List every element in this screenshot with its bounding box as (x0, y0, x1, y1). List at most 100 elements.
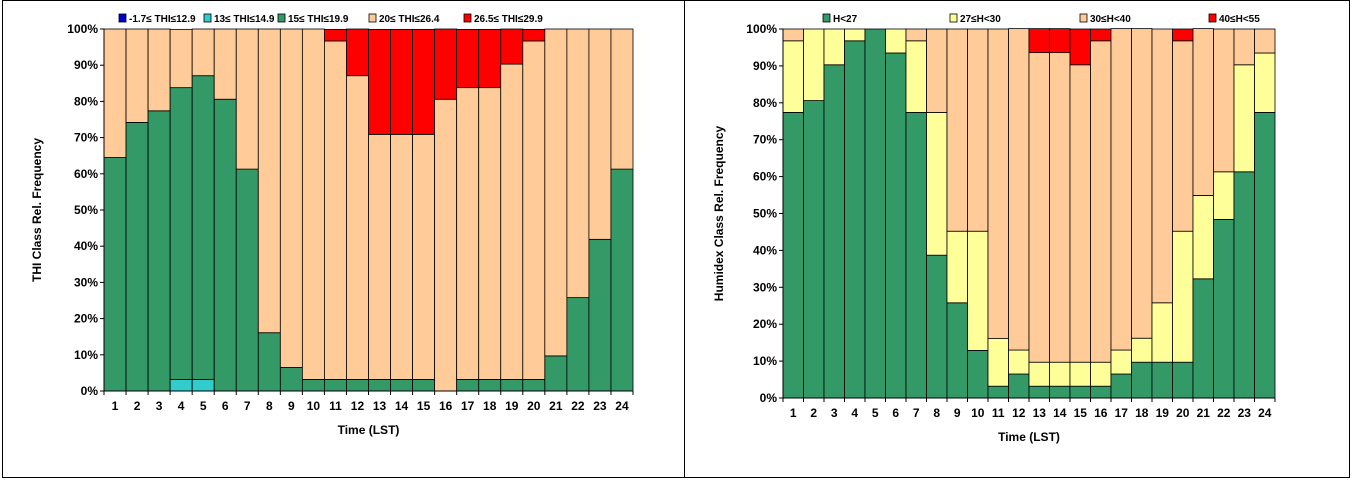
bar-segment (1090, 40, 1112, 363)
bar-segment (522, 40, 546, 380)
bar-segment (1213, 28, 1235, 173)
x-tick-label: 4 (851, 406, 858, 420)
bar-segment (1131, 28, 1153, 339)
bar-segment (257, 332, 281, 392)
x-tick-label: 24 (1258, 406, 1272, 420)
x-tick-label: 5 (200, 399, 207, 413)
bar-segment (885, 28, 907, 54)
legend-label: H<27 (833, 14, 858, 25)
bar-segment (1090, 385, 1112, 399)
bar-segment (946, 230, 968, 304)
bar-segment (967, 349, 989, 399)
y-tick-label: 100% (67, 22, 98, 36)
x-tick-label: 7 (244, 399, 251, 413)
bar-segment (1049, 28, 1071, 54)
bar-segment (905, 111, 927, 399)
x-tick-label: 19 (505, 399, 519, 413)
bar-segment (987, 385, 1009, 399)
bar-segment (782, 111, 804, 399)
bar-segment (191, 75, 215, 380)
bar-segment (588, 238, 612, 392)
y-tick-label: 90% (753, 59, 777, 73)
bar-segment (368, 28, 391, 135)
bar-segment (346, 379, 369, 392)
x-tick-label: 20 (1176, 406, 1190, 420)
x-tick-label: 16 (439, 399, 453, 413)
x-tick-label: 13 (373, 399, 387, 413)
y-tick-label: 80% (74, 94, 98, 108)
legend-swatch (203, 13, 212, 23)
bar-segment (1069, 28, 1091, 66)
x-tick-label: 24 (615, 399, 629, 413)
bar-segment (324, 28, 347, 42)
y-tick-label: 0% (81, 384, 99, 398)
bar-segment (390, 379, 413, 392)
x-tick-label: 14 (1053, 406, 1067, 420)
bar-segment (885, 52, 907, 399)
x-tick-label: 8 (266, 399, 273, 413)
bar-segment (1131, 361, 1153, 399)
bar-segment (1008, 28, 1030, 351)
bar-segment (1192, 28, 1214, 196)
x-tick-label: 5 (872, 406, 879, 420)
x-tick-label: 17 (1115, 406, 1129, 420)
x-tick-label: 21 (549, 399, 563, 413)
bar-segment (844, 40, 866, 399)
bar-segment (864, 28, 886, 399)
bar-segment (346, 75, 369, 380)
bar-segment (967, 28, 989, 232)
bar-segment (946, 302, 968, 399)
x-tick-label: 18 (1135, 406, 1149, 420)
bar-segment (544, 355, 568, 392)
legend-swatch (368, 13, 377, 23)
x-tick-label: 6 (892, 406, 899, 420)
bar-segment (610, 28, 634, 170)
legend: -1.7≤ THI≤12.9 13≤ THI≤14.9 15≤ THI≤19.9 20… (118, 13, 543, 25)
bar-segment (1069, 64, 1091, 363)
bar-segment (946, 28, 968, 232)
bar-segment (213, 28, 237, 100)
bar-segment (1172, 361, 1194, 399)
bar-segment (782, 28, 804, 42)
bar-segment (434, 98, 458, 392)
bar-segment (1028, 52, 1050, 363)
x-tick-label: 23 (1238, 406, 1252, 420)
bar-segment (522, 28, 546, 42)
bar-segment (1049, 52, 1071, 363)
bar-segment (500, 379, 524, 392)
bar-segment (926, 28, 948, 113)
bar-segment (610, 168, 634, 392)
y-axis-title: THI Class Rel. Frequency (30, 138, 44, 282)
bar-segment (279, 367, 303, 392)
bar-segment (1233, 171, 1255, 399)
bar-segment (169, 28, 193, 89)
bar-segment (1049, 361, 1071, 387)
x-tick-label: 14 (395, 399, 409, 413)
y-tick-label: 0% (760, 391, 778, 405)
x-axis: 1 2 3 4 5 6 7 8 9 10 11 12 13 14 15 16 17 18 19 20 21 22 23 24 (782, 398, 1276, 420)
y-tick-label: 30% (74, 275, 98, 289)
y-tick-label: 20% (753, 317, 777, 331)
y-tick-label: 40% (753, 243, 777, 257)
bar-segment (987, 28, 1009, 339)
y-axis: 0% 10% 20% 30% 40% 50% 60% 70% 80% 90% 100% (746, 22, 783, 405)
legend-label: 15≤ THI≤19.9 (288, 14, 349, 25)
bar-segment (235, 168, 259, 392)
bar-segment (1069, 361, 1091, 387)
bar-segment (1192, 195, 1214, 280)
bar-segment (823, 64, 845, 399)
legend-swatch (1208, 13, 1217, 23)
bar-segment (191, 28, 215, 77)
humidex-chart: H<27 27≤H<30 30≤H<40 40≤H<55 0% 10% 20% 30% 40% 5… (712, 13, 1276, 444)
bar-segment (987, 338, 1009, 387)
bar-segment (1028, 28, 1050, 54)
bar-segment (324, 379, 347, 392)
y-tick-label: 30% (753, 280, 777, 294)
bar-segment (213, 98, 237, 392)
y-tick-label: 40% (74, 239, 98, 253)
x-tick-label: 23 (593, 399, 607, 413)
bar-segment (1110, 28, 1132, 351)
x-tick-label: 3 (831, 406, 838, 420)
y-tick-label: 80% (753, 96, 777, 110)
x-tick-label: 16 (1094, 406, 1108, 420)
